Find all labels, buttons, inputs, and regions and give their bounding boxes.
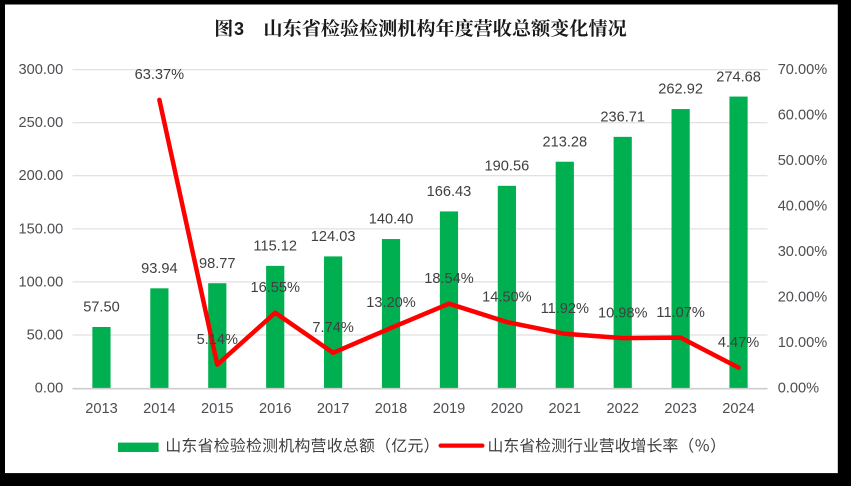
svg-text:63.37%: 63.37% bbox=[135, 67, 185, 83]
svg-text:300.00: 300.00 bbox=[19, 62, 64, 78]
svg-text:7.74%: 7.74% bbox=[312, 320, 353, 336]
svg-text:4.47%: 4.47% bbox=[718, 335, 759, 351]
svg-text:60.00%: 60.00% bbox=[778, 108, 828, 124]
svg-text:11.07%: 11.07% bbox=[656, 305, 704, 321]
svg-text:2019: 2019 bbox=[433, 401, 465, 417]
svg-text:2018: 2018 bbox=[375, 401, 407, 417]
svg-text:250.00: 250.00 bbox=[19, 115, 64, 131]
svg-text:190.56: 190.56 bbox=[485, 159, 530, 175]
svg-text:274.68: 274.68 bbox=[716, 69, 761, 85]
svg-text:2015: 2015 bbox=[201, 401, 233, 417]
svg-text:166.43: 166.43 bbox=[427, 184, 472, 200]
svg-text:10.98%: 10.98% bbox=[598, 305, 648, 321]
svg-text:98.77: 98.77 bbox=[199, 256, 236, 272]
svg-text:2024: 2024 bbox=[722, 401, 754, 417]
svg-text:16.55%: 16.55% bbox=[250, 280, 300, 296]
svg-text:5.14%: 5.14% bbox=[197, 332, 238, 348]
svg-text:50.00%: 50.00% bbox=[778, 153, 828, 169]
svg-text:70.00%: 70.00% bbox=[778, 62, 828, 78]
svg-text:124.03: 124.03 bbox=[311, 229, 356, 245]
svg-text:236.71: 236.71 bbox=[600, 110, 645, 126]
svg-text:0.00: 0.00 bbox=[35, 380, 63, 396]
svg-text:213.28: 213.28 bbox=[542, 134, 587, 150]
svg-text:2022: 2022 bbox=[606, 401, 638, 417]
svg-text:20.00%: 20.00% bbox=[778, 290, 828, 306]
svg-text:200.00: 200.00 bbox=[19, 168, 64, 184]
svg-text:2020: 2020 bbox=[491, 401, 523, 417]
svg-text:115.12: 115.12 bbox=[253, 239, 297, 255]
svg-text:40.00%: 40.00% bbox=[778, 199, 828, 215]
svg-text:18.54%: 18.54% bbox=[424, 271, 474, 287]
svg-text:10.00%: 10.00% bbox=[778, 335, 828, 351]
svg-text:11.92%: 11.92% bbox=[541, 301, 589, 317]
svg-text:2017: 2017 bbox=[317, 401, 349, 417]
svg-text:2023: 2023 bbox=[664, 401, 696, 417]
svg-text:150.00: 150.00 bbox=[19, 221, 64, 237]
svg-text:14.50%: 14.50% bbox=[482, 289, 532, 305]
svg-text:30.00%: 30.00% bbox=[778, 244, 828, 260]
svg-text:262.92: 262.92 bbox=[658, 82, 703, 98]
svg-text:100.00: 100.00 bbox=[19, 274, 64, 290]
svg-text:140.40: 140.40 bbox=[369, 212, 414, 228]
svg-text:50.00: 50.00 bbox=[27, 327, 64, 343]
svg-text:3: 3 bbox=[234, 19, 244, 39]
svg-text:2021: 2021 bbox=[549, 401, 581, 417]
svg-text:0.00%: 0.00% bbox=[778, 381, 819, 397]
svg-text:2016: 2016 bbox=[259, 401, 291, 417]
svg-text:57.50: 57.50 bbox=[83, 300, 120, 316]
svg-text:93.94: 93.94 bbox=[141, 261, 178, 277]
svg-text:2013: 2013 bbox=[85, 401, 117, 417]
svg-text:13.20%: 13.20% bbox=[366, 295, 416, 311]
svg-text:2014: 2014 bbox=[143, 401, 175, 417]
